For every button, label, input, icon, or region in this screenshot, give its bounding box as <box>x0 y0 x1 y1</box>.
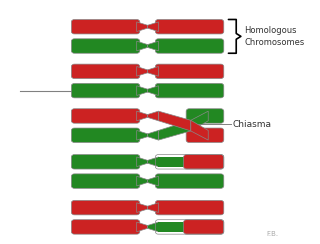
FancyBboxPatch shape <box>71 128 140 142</box>
Polygon shape <box>137 131 148 140</box>
Polygon shape <box>148 157 158 167</box>
FancyBboxPatch shape <box>71 64 140 79</box>
FancyBboxPatch shape <box>71 220 140 234</box>
FancyBboxPatch shape <box>71 154 140 169</box>
FancyBboxPatch shape <box>184 154 224 169</box>
Polygon shape <box>137 111 148 121</box>
FancyBboxPatch shape <box>71 109 140 123</box>
FancyBboxPatch shape <box>155 174 224 188</box>
Polygon shape <box>137 67 148 76</box>
Polygon shape <box>148 222 158 232</box>
Polygon shape <box>148 203 158 213</box>
Polygon shape <box>148 22 158 31</box>
Polygon shape <box>148 86 158 95</box>
Polygon shape <box>191 111 208 131</box>
Polygon shape <box>148 176 158 186</box>
FancyBboxPatch shape <box>71 200 140 215</box>
Text: Homologous
Chromosomes: Homologous Chromosomes <box>244 26 305 47</box>
Bar <box>158 157 188 167</box>
Polygon shape <box>148 67 158 76</box>
Polygon shape <box>137 176 148 186</box>
FancyBboxPatch shape <box>155 20 224 34</box>
Polygon shape <box>158 120 191 140</box>
Polygon shape <box>137 203 148 213</box>
Bar <box>158 222 188 232</box>
Polygon shape <box>148 111 158 121</box>
Polygon shape <box>137 222 148 232</box>
FancyBboxPatch shape <box>71 83 140 98</box>
FancyBboxPatch shape <box>155 200 224 215</box>
FancyBboxPatch shape <box>71 20 140 34</box>
Polygon shape <box>191 120 208 140</box>
FancyBboxPatch shape <box>186 128 224 142</box>
Polygon shape <box>137 157 148 167</box>
Polygon shape <box>158 111 191 131</box>
FancyBboxPatch shape <box>184 220 224 234</box>
FancyBboxPatch shape <box>155 39 224 53</box>
Polygon shape <box>137 22 148 31</box>
Polygon shape <box>137 86 148 95</box>
Polygon shape <box>148 41 158 51</box>
FancyBboxPatch shape <box>186 109 224 123</box>
Text: Chiasma: Chiasma <box>233 120 272 129</box>
Polygon shape <box>137 41 148 51</box>
FancyBboxPatch shape <box>71 39 140 53</box>
FancyBboxPatch shape <box>155 83 224 98</box>
Text: F.B.: F.B. <box>266 231 278 237</box>
FancyBboxPatch shape <box>155 64 224 79</box>
FancyBboxPatch shape <box>71 174 140 188</box>
Polygon shape <box>148 131 158 140</box>
